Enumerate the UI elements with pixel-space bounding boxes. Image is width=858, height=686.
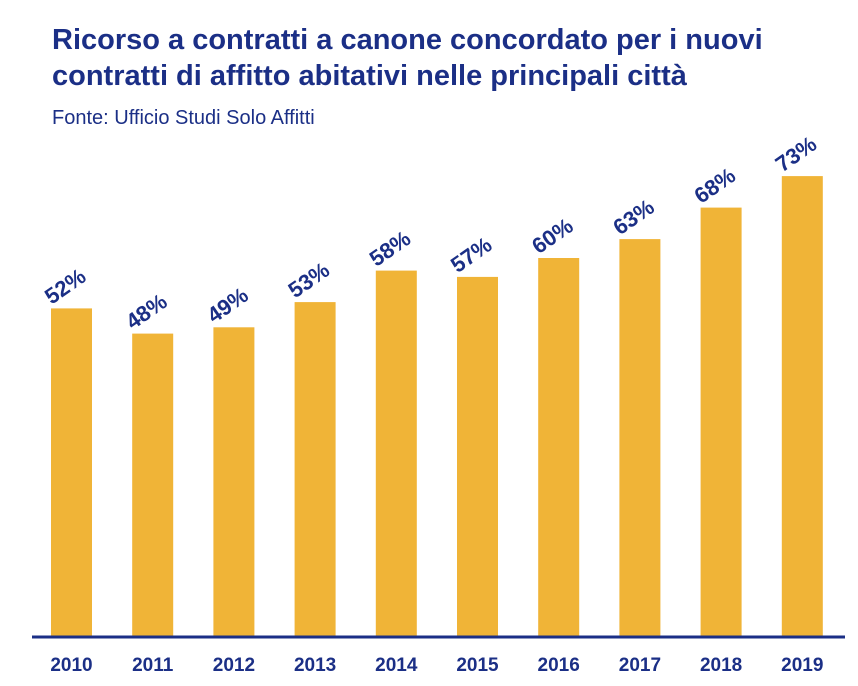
x-tick-label-2012: 2012 <box>213 655 255 676</box>
bar-2011 <box>132 333 174 636</box>
bar-2014 <box>375 270 417 636</box>
value-label-2017: 63% <box>608 194 658 240</box>
value-label-2015: 57% <box>446 232 496 278</box>
value-label-2011: 48% <box>121 289 171 335</box>
x-tick-label-2015: 2015 <box>456 655 499 676</box>
x-tick-labels-group: 2010 2011 2012 2013 2014 2015 2016 2017 2018 2019 <box>50 655 823 676</box>
bar-2019 <box>781 176 823 636</box>
value-label-2019: 73% <box>771 131 821 177</box>
value-label-2016: 60% <box>527 213 577 259</box>
chart-title: Ricorso a contratti a canone concordato … <box>52 22 842 94</box>
bar-2018 <box>700 207 742 636</box>
value-label-2018: 68% <box>690 163 740 209</box>
x-tick-label-2010: 2010 <box>50 655 92 676</box>
x-tick-label-2017: 2017 <box>619 655 661 676</box>
bar-2016 <box>538 258 580 636</box>
x-tick-label-2013: 2013 <box>294 655 336 676</box>
chart-source: Fonte: Ufficio Studi Solo Affitti <box>52 107 315 129</box>
bar-2012 <box>213 327 255 636</box>
value-label-2014: 58% <box>365 226 415 272</box>
bar-2015 <box>457 276 498 636</box>
value-label-2012: 49% <box>202 282 252 328</box>
x-tick-label-2014: 2014 <box>375 655 418 676</box>
bar-2010 <box>51 308 92 636</box>
chart-title-line-1: Ricorso a contratti a canone concordato … <box>52 24 763 56</box>
x-tick-label-2019: 2019 <box>781 655 823 676</box>
value-label-2013: 53% <box>284 257 334 303</box>
bars-group <box>51 176 823 636</box>
x-tick-label-2018: 2018 <box>700 655 742 676</box>
bar-2013 <box>294 302 336 636</box>
chart-title-line-2: contratti di affitto abitativi nelle pri… <box>52 60 687 92</box>
value-label-2010: 52% <box>40 263 90 309</box>
x-tick-label-2016: 2016 <box>538 655 580 676</box>
x-tick-label-2011: 2011 <box>132 655 174 676</box>
bar-2017 <box>619 239 661 636</box>
